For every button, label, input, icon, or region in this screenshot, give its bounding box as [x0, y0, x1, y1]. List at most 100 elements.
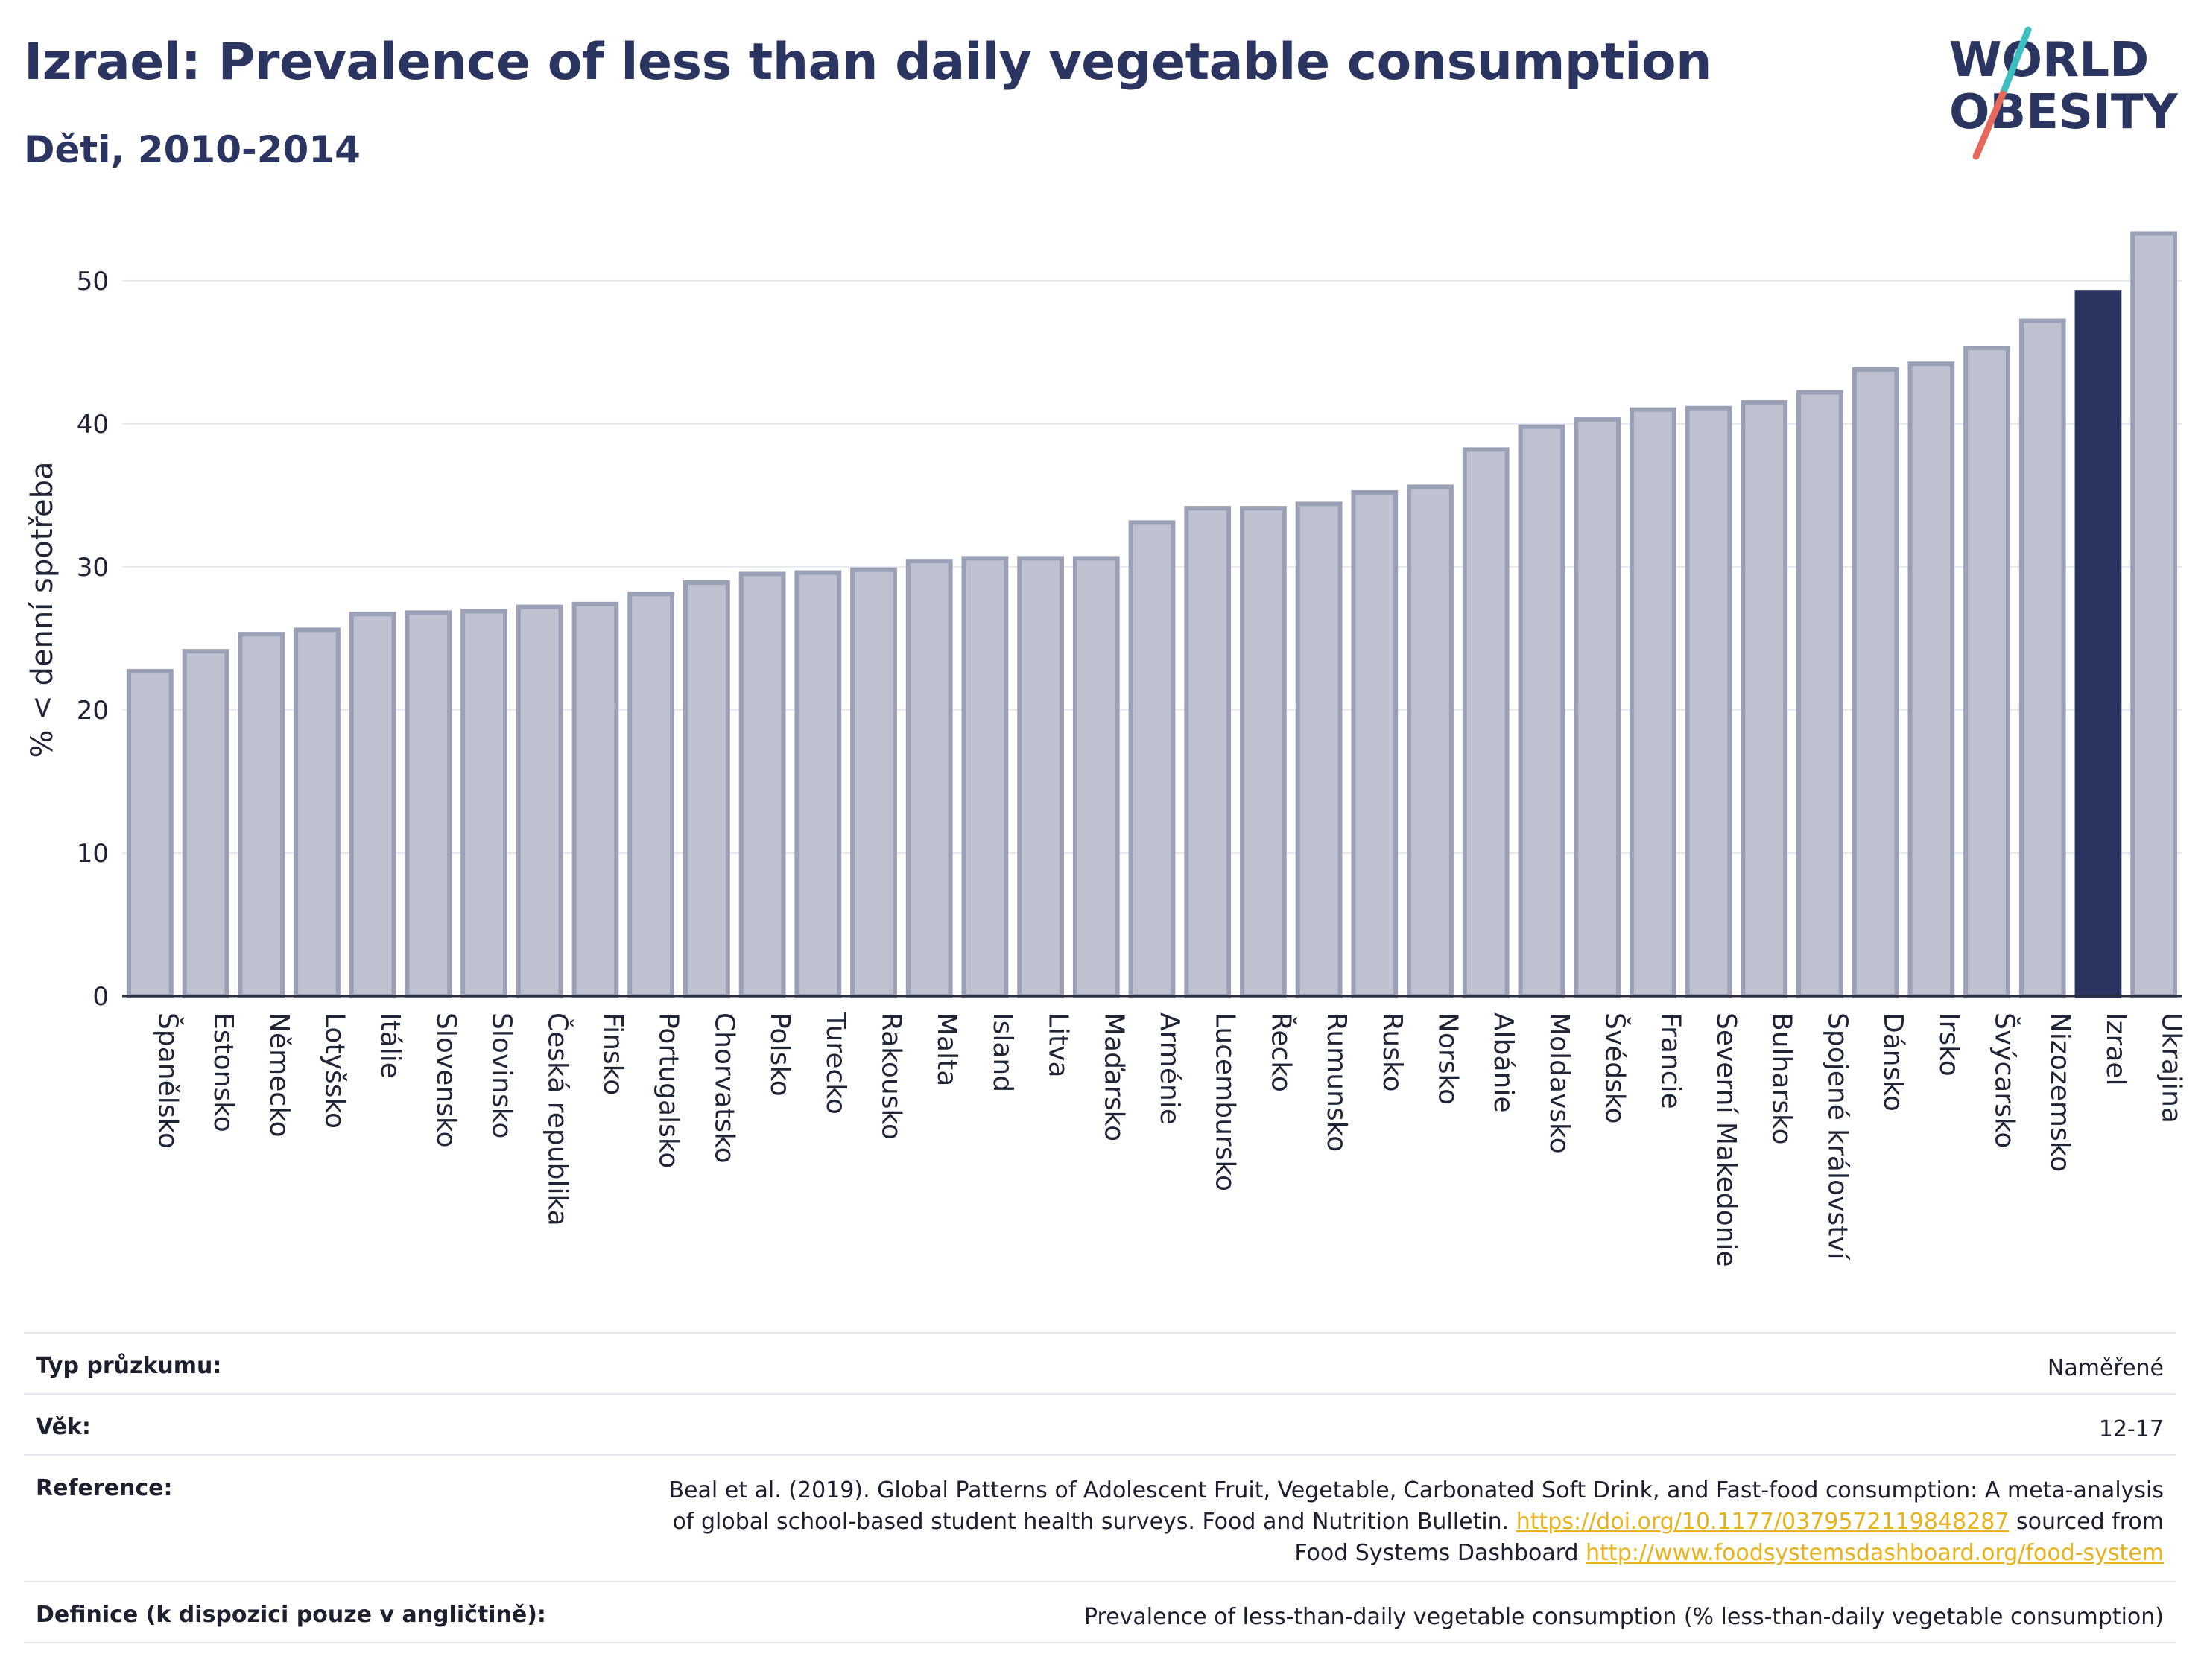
bar: [683, 580, 730, 998]
meta-label-reference: Reference:: [36, 1475, 173, 1501]
chart-title: Izrael: Prevalence of less than daily ve…: [24, 33, 1712, 92]
x-tick-label: Lucembursko: [1210, 1012, 1241, 1191]
meta-row-survey-type: Typ průzkumu: Naměřené: [24, 1334, 2176, 1395]
bar: [1852, 367, 1899, 998]
bar: [1240, 506, 1287, 998]
x-tick-label: Rusko: [1377, 1012, 1407, 1092]
bar: [1128, 520, 1176, 998]
x-tick-label: Německo: [264, 1012, 294, 1138]
reference-text-line2: of global school-based student health su…: [672, 1509, 1510, 1535]
bar: [182, 649, 229, 998]
x-tick-label: Ukrajina: [2156, 1012, 2187, 1123]
y-tick-label: 40: [77, 410, 109, 440]
x-tick-label: Rakousko: [875, 1012, 906, 1140]
bar: [516, 604, 563, 998]
bar: [238, 632, 285, 998]
bar: [1184, 506, 1232, 998]
x-tick-label: Dánsko: [1878, 1012, 1908, 1112]
bar: [126, 669, 174, 998]
y-tick-label: 20: [77, 696, 109, 726]
bar: [460, 609, 507, 998]
x-tick-label: Řecko: [1265, 1012, 1296, 1092]
bar: [294, 627, 341, 998]
reference-text-line3: Food Systems Dashboard: [1294, 1540, 1579, 1566]
bar: [961, 556, 1009, 998]
bar: [1574, 417, 1621, 998]
x-tick-label: Chorvatsko: [709, 1012, 739, 1164]
x-tick-label: Arménie: [1154, 1012, 1185, 1125]
meta-value-age: 12-17: [2098, 1416, 2164, 1442]
bar: [349, 612, 396, 998]
reference-dashboard-link[interactable]: http://www.foodsystemsdashboard.org/food…: [1586, 1540, 2164, 1566]
bar: [1963, 346, 2010, 999]
x-tick-label: Španělsko: [152, 1012, 183, 1149]
x-tick-label: Island: [987, 1012, 1018, 1092]
bar: [1295, 501, 1343, 998]
x-tick-label: Malta: [931, 1012, 962, 1086]
logo-text-world: WORLD: [1949, 33, 2149, 88]
bar-highlight: [2074, 290, 2122, 998]
bar: [1629, 407, 1676, 998]
meta-row-reference: Reference: Beal et al. (2019). Global Pa…: [24, 1456, 2176, 1582]
bar: [905, 559, 953, 998]
y-axis-label: % < denní spotřeba: [25, 462, 60, 758]
bar: [1685, 405, 1732, 998]
x-tick-label: Izrael: [2100, 1012, 2131, 1086]
x-tick-label: Spojené království: [1822, 1012, 1852, 1261]
x-tick-label: Bulharsko: [1767, 1012, 1797, 1145]
x-tick-label: Švýcarsko: [1989, 1012, 2021, 1148]
x-tick-label: Polsko: [764, 1012, 795, 1097]
bar: [2130, 231, 2178, 999]
y-tick-label: 10: [77, 839, 109, 869]
x-tick-label: Nizozemsko: [2045, 1012, 2075, 1172]
x-tick-label: Švédsko: [1600, 1012, 1631, 1124]
bar: [405, 610, 452, 998]
logo-slash-teal: [1999, 26, 2032, 98]
x-tick-label: Irsko: [1934, 1012, 1964, 1077]
meta-value-definition: Prevalence of less-than-daily vegetable …: [1083, 1604, 2164, 1630]
bar: [850, 567, 897, 998]
y-tick-label: 50: [77, 267, 109, 297]
meta-value-survey-type: Naměřené: [2047, 1355, 2164, 1381]
x-tick-label: Rumunsko: [1321, 1012, 1352, 1152]
x-tick-label: Maďarsko: [1098, 1012, 1129, 1141]
reference-doi-link[interactable]: https://doi.org/10.1177/0379572119848287: [1516, 1509, 2010, 1535]
x-tick-label: Turecko: [820, 1012, 851, 1115]
logo-slash-coral: [1972, 90, 2007, 160]
meta-label-age: Věk:: [36, 1414, 91, 1440]
meta-row-age: Věk: 12-17: [24, 1395, 2176, 1456]
x-tick-label: Estonsko: [208, 1012, 238, 1132]
x-tick-label: Litva: [1043, 1012, 1074, 1078]
bar: [738, 571, 786, 998]
chart-subtitle: Děti, 2010-2014: [24, 128, 361, 171]
bar: [1462, 447, 1510, 998]
bar-chart: 0 10 20 30 40 50 % < denní spotřeba Španělsko Es…: [25, 231, 2187, 1267]
bar: [794, 570, 842, 998]
bar: [1407, 484, 1454, 998]
bar: [1351, 490, 1399, 998]
meta-label-survey-type: Typ průzkumu:: [36, 1353, 222, 1379]
bar: [2018, 318, 2066, 998]
bar: [1796, 390, 1843, 998]
metadata-table: Typ průzkumu: Naměřené Věk: 12-17 Refere…: [24, 1332, 2176, 1643]
x-tick-label: Lotyšsko: [319, 1012, 349, 1129]
bar: [1907, 361, 1955, 998]
world-obesity-logo: WORLD OBESITY: [1949, 26, 2178, 160]
x-tick-label: Norsko: [1433, 1012, 1463, 1105]
x-tick-label: Francie: [1655, 1012, 1685, 1109]
reference-text-line1: Beal et al. (2019). Global Patterns of A…: [668, 1477, 2164, 1503]
bar: [571, 601, 619, 998]
meta-label-definition: Definice (k dispozici pouze v angličtině…: [36, 1602, 546, 1628]
y-tick-label: 30: [77, 553, 109, 583]
bar: [1518, 424, 1565, 998]
x-tick-label: Albánie: [1488, 1012, 1519, 1113]
x-tick-label: Česká republika: [542, 1012, 573, 1226]
meta-row-definition: Definice (k dispozici pouze v angličtině…: [24, 1582, 2176, 1643]
reference-text-sourced: sourced from: [2015, 1509, 2164, 1535]
bar: [1072, 556, 1120, 998]
x-tick-label: Severní Makedonie: [1711, 1012, 1741, 1267]
bar: [627, 592, 675, 998]
meta-value-reference: Beal et al. (2019). Global Patterns of A…: [668, 1475, 2164, 1569]
x-tick-label: Itálie: [375, 1012, 405, 1079]
x-tick-label: Finsko: [598, 1012, 628, 1095]
